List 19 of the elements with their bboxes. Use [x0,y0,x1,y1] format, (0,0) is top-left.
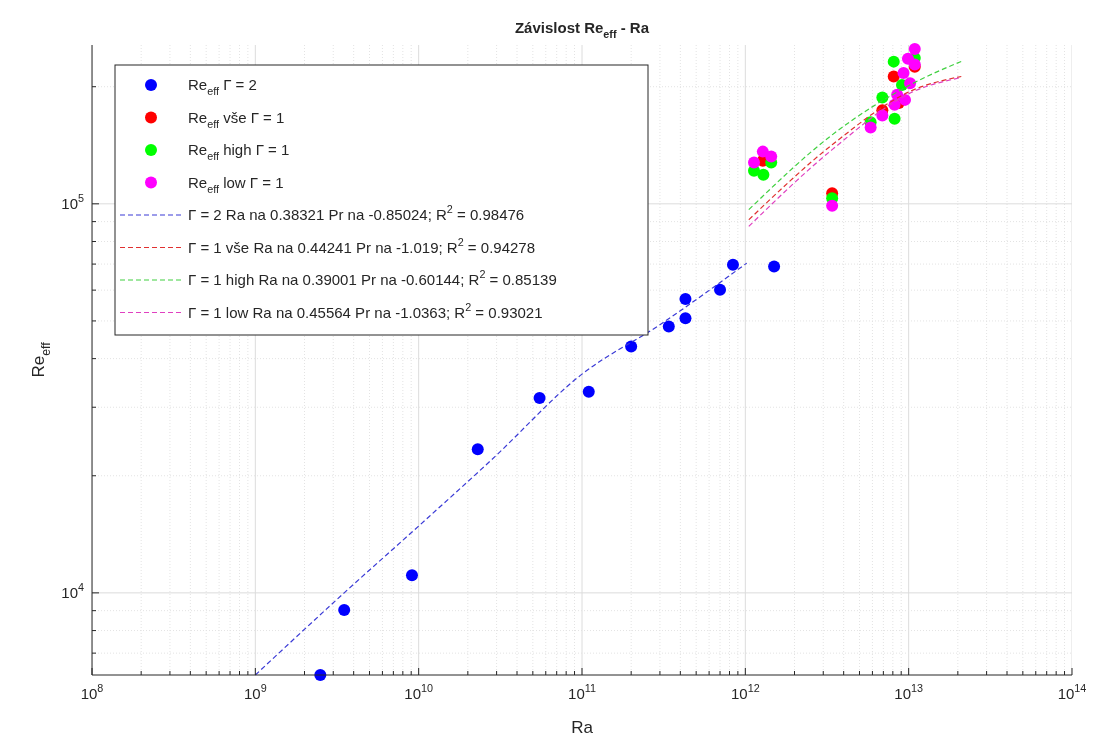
legend-label: Γ = 1 vše Ra na 0.44241 Pr na -1.019; R$^{2}$ = 0.94278 [188,235,536,256]
chart-title: Závislost Re$_{eff}$ - Ra [514,19,650,41]
x-axis-title: Ra [571,718,594,737]
legend-label: Re$_{eff}$ low Γ = 1 [188,173,284,195]
x-tick-label: 10$^{14}$ [1057,682,1087,702]
legend-label: Re$_{eff}$ vše Γ = 1 [188,108,285,130]
x-tick-label: 10$^{13}$ [894,682,924,702]
legend-label: Re$_{eff}$ high Γ = 1 [188,141,290,163]
x-tick-label: 10$^{9}$ [243,682,267,702]
x-tick-label: 10$^{11}$ [568,682,596,702]
y-tick-label: 10$^{5}$ [61,192,84,212]
x-tick-label: 10$^{10}$ [404,682,434,702]
legend-label: Γ = 1 high Ra na 0.39001 Pr na -0.60144; R$^{2}$ = 0.85139 [188,268,557,288]
x-tick-label: 10$^{12}$ [730,682,760,702]
legend-label: Γ = 1 low Ra na 0.45564 Pr na -1.0363; R$^{2}$ = 0.93021 [188,300,543,321]
x-tick-label: 10$^{8}$ [80,682,104,702]
legend-label: Γ = 2 Ra na 0.38321 Pr na -0.85024; R$^{2}$ = 0.98476 [188,203,525,223]
legend-label: Re$_{eff}$ Γ = 2 [188,76,257,98]
y-tick-label: 10$^{4}$ [61,581,84,601]
